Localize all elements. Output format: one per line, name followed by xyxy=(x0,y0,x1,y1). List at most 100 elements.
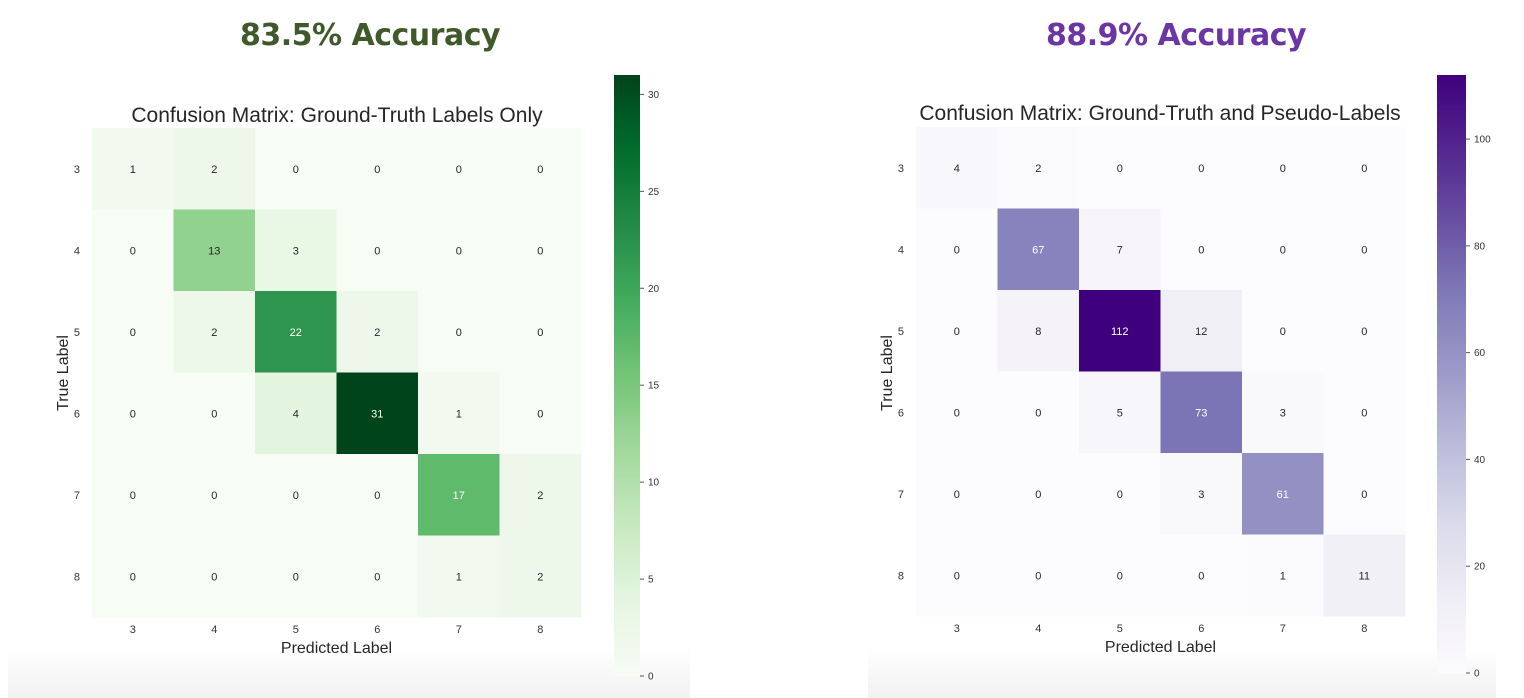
cell-value-label: 2 xyxy=(537,571,543,583)
heatmap-cell xyxy=(1323,534,1406,617)
cell-value-label: 5 xyxy=(1117,407,1123,419)
heatmap-cell xyxy=(1160,453,1243,535)
heatmap-cell xyxy=(173,128,256,210)
heatmap-cell xyxy=(418,291,500,373)
heatmap-cell xyxy=(916,127,998,209)
cell-value-label: 0 xyxy=(1117,163,1123,175)
heatmap-cell xyxy=(997,290,1080,372)
heatmap-cell xyxy=(916,208,998,291)
heatmap-cell xyxy=(916,534,998,617)
x-tick-label: 6 xyxy=(374,624,380,636)
heatmap-cell xyxy=(1323,371,1406,454)
left-accuracy-header: 83.5% Accuracy xyxy=(240,18,501,53)
x-tick-label: 8 xyxy=(537,624,543,636)
cell-value-label: 0 xyxy=(1361,326,1367,338)
cell-value-label: 11 xyxy=(1359,570,1370,582)
heatmap-cell xyxy=(997,127,1080,209)
colorbar-tick-label: 30 xyxy=(648,90,660,101)
x-tick-label: 4 xyxy=(211,624,217,636)
heatmap-cell xyxy=(1079,371,1161,454)
cell-value-label: 0 xyxy=(954,326,960,338)
cell-value-label: 3 xyxy=(293,245,299,257)
y-tick-label: 4 xyxy=(898,244,904,256)
heatmap-cell xyxy=(336,372,419,455)
heatmap-cell xyxy=(336,535,419,618)
heatmap-cell xyxy=(1079,290,1161,372)
y-tick-label: 7 xyxy=(74,490,80,502)
heatmap-cell xyxy=(173,454,256,536)
cell-value-label: 0 xyxy=(1035,489,1041,501)
cell-value-label: 0 xyxy=(130,245,136,257)
cell-value-label: 0 xyxy=(130,490,136,502)
cell-value-label: 0 xyxy=(211,408,217,420)
y-tick-label: 7 xyxy=(898,489,904,501)
chart-title: Confusion Matrix: Ground-Truth and Pseud… xyxy=(919,102,1400,125)
heatmap-cell xyxy=(1079,208,1161,291)
y-tick-label: 5 xyxy=(898,326,904,338)
heatmap-cell xyxy=(1242,208,1324,291)
colorbar-tick-label: 10 xyxy=(648,478,660,489)
cell-value-label: 0 xyxy=(374,164,380,176)
cell-value-label: 0 xyxy=(1198,244,1204,256)
x-tick-label: 7 xyxy=(456,624,462,636)
heatmap-cell xyxy=(1160,208,1243,291)
cell-value-label: 0 xyxy=(1117,489,1123,501)
heatmap-cell xyxy=(1079,453,1161,535)
cell-value-label: 1 xyxy=(130,164,136,176)
cell-value-label: 0 xyxy=(211,571,217,583)
cell-value-label: 8 xyxy=(1035,326,1041,338)
heatmap-cell xyxy=(418,372,500,455)
x-tick-label: 5 xyxy=(293,624,299,636)
cell-value-label: 0 xyxy=(374,245,380,257)
cell-value-label: 4 xyxy=(954,163,960,175)
right-confusion-matrix-chart: Confusion Matrix: Ground-Truth and Pseud… xyxy=(879,75,1491,680)
heatmap-cell xyxy=(1242,453,1324,535)
cell-value-label: 0 xyxy=(537,164,543,176)
x-tick-label: 3 xyxy=(954,623,960,635)
cell-value-label: 0 xyxy=(456,164,462,176)
left-confusion-matrix-chart: Confusion Matrix: Ground-Truth Labels On… xyxy=(55,75,660,683)
heatmap-cell xyxy=(499,454,582,536)
heatmap-cell xyxy=(1323,290,1406,372)
x-tick-label: 7 xyxy=(1280,623,1286,635)
heatmap-cell xyxy=(418,535,500,618)
cell-value-label: 1 xyxy=(456,571,462,583)
heatmap-cell xyxy=(916,371,998,454)
x-tick-label: 4 xyxy=(1035,623,1041,635)
heatmap-cell xyxy=(418,454,500,536)
heatmap-cell xyxy=(173,209,256,292)
heatmap-cell xyxy=(336,291,419,373)
heatmap-cell xyxy=(336,209,419,292)
cell-value-label: 0 xyxy=(1361,407,1367,419)
heatmap-cell xyxy=(499,372,582,455)
cell-value-label: 0 xyxy=(211,490,217,502)
cell-value-label: 0 xyxy=(1280,326,1286,338)
cell-value-label: 0 xyxy=(1361,244,1367,256)
heatmap-cell xyxy=(1160,371,1243,454)
heatmap-cell xyxy=(916,290,998,372)
heatmap-cell xyxy=(1160,127,1243,209)
cell-value-label: 0 xyxy=(537,408,543,420)
heatmap-cell xyxy=(92,291,174,373)
cell-value-label: 0 xyxy=(293,571,299,583)
heatmap-cell xyxy=(255,209,337,292)
heatmap-cell xyxy=(499,209,582,292)
cell-value-label: 0 xyxy=(456,245,462,257)
colorbar-tick-label: 20 xyxy=(648,284,660,295)
y-tick-label: 3 xyxy=(74,164,80,176)
colorbar-tick-label: 0 xyxy=(648,672,654,683)
heatmap-cell xyxy=(92,128,174,210)
colorbar-tick-label: 25 xyxy=(648,187,660,198)
heatmap-cell xyxy=(499,291,582,373)
cell-value-label: 0 xyxy=(954,570,960,582)
left-chart-panel: Confusion Matrix: Ground-Truth Labels On… xyxy=(8,66,690,698)
cell-value-label: 0 xyxy=(1361,489,1367,501)
cell-value-label: 0 xyxy=(537,327,543,339)
cell-value-label: 12 xyxy=(1195,326,1207,338)
y-tick-label: 8 xyxy=(898,570,904,582)
cell-value-label: 0 xyxy=(293,490,299,502)
cell-value-label: 31 xyxy=(371,408,383,420)
colorbar-tick-label: 100 xyxy=(1474,135,1491,146)
heatmap-cell xyxy=(92,454,174,536)
heatmap-cell xyxy=(92,209,174,292)
